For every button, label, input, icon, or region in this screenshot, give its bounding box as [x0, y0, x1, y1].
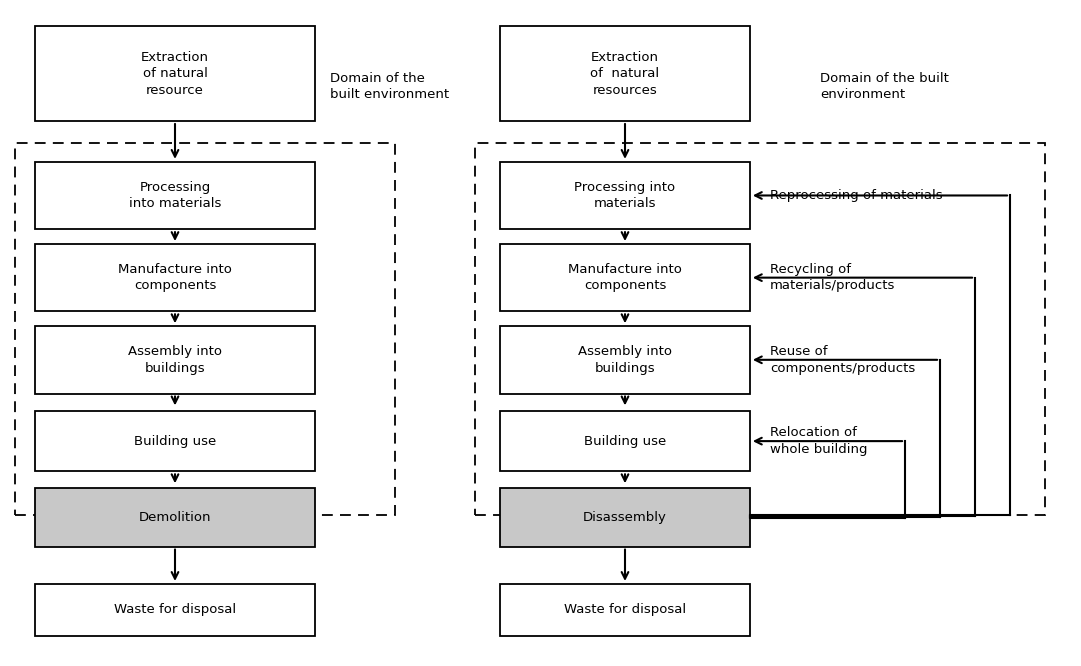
Bar — [35, 326, 315, 394]
Text: Building use: Building use — [134, 435, 216, 448]
Text: Extraction
of natural
resource: Extraction of natural resource — [141, 51, 209, 97]
Bar — [35, 488, 315, 547]
Bar — [501, 26, 750, 121]
Bar — [35, 162, 315, 229]
Bar — [35, 26, 315, 121]
Bar — [15, 143, 395, 515]
Bar — [35, 411, 315, 472]
Text: Assembly into
buildings: Assembly into buildings — [578, 345, 672, 374]
Text: Extraction
of  natural
resources: Extraction of natural resources — [590, 51, 659, 97]
Text: Demolition: Demolition — [138, 511, 211, 523]
Text: Disassembly: Disassembly — [583, 511, 667, 523]
Bar — [501, 488, 750, 547]
Bar — [501, 162, 750, 229]
Text: Domain of the built
environment: Domain of the built environment — [820, 72, 949, 101]
Text: Relocation of
whole building: Relocation of whole building — [770, 426, 867, 456]
Bar — [501, 244, 750, 312]
Text: Processing
into materials: Processing into materials — [129, 180, 222, 210]
Text: Domain of the
built environment: Domain of the built environment — [330, 72, 449, 101]
Bar — [35, 244, 315, 312]
Bar — [35, 584, 315, 636]
Bar — [501, 326, 750, 394]
Text: Waste for disposal: Waste for disposal — [114, 603, 236, 616]
Text: Manufacture into
components: Manufacture into components — [118, 263, 232, 292]
Text: Processing into
materials: Processing into materials — [574, 180, 676, 210]
Text: Recycling of
materials/products: Recycling of materials/products — [770, 263, 895, 292]
Text: Reprocessing of materials: Reprocessing of materials — [770, 189, 943, 202]
Text: Manufacture into
components: Manufacture into components — [568, 263, 682, 292]
Bar — [501, 584, 750, 636]
Text: Assembly into
buildings: Assembly into buildings — [128, 345, 222, 374]
Text: Reuse of
components/products: Reuse of components/products — [770, 345, 916, 374]
Bar — [501, 411, 750, 472]
Text: Building use: Building use — [584, 435, 666, 448]
Bar — [475, 143, 1045, 515]
Text: Waste for disposal: Waste for disposal — [564, 603, 686, 616]
